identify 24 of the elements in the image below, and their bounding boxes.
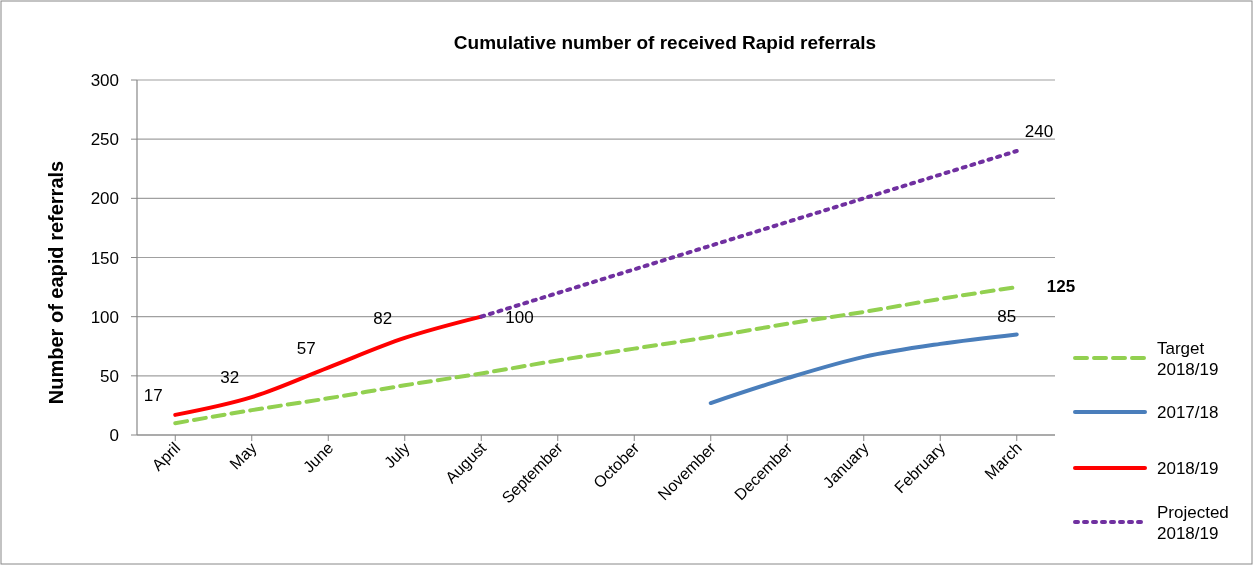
- data-label: 57: [296, 338, 316, 358]
- y-tick-label: 50: [100, 366, 119, 386]
- data-label: 85: [997, 307, 1017, 327]
- data-label: 17: [143, 385, 163, 405]
- x-tick-label: May: [226, 439, 260, 473]
- chart-title: Cumulative number of received Rapid referrals: [453, 32, 877, 53]
- y-tick-label: 0: [109, 426, 119, 445]
- legend-label: Projected 2018/19: [1157, 502, 1229, 543]
- data-label: 32: [220, 368, 240, 388]
- y-tick-label: 200: [90, 189, 119, 209]
- y-tick-label: 100: [90, 307, 119, 327]
- data-label: 82: [373, 308, 393, 328]
- legend-label: 2017/18: [1157, 403, 1219, 422]
- legend-label: 2018/19: [1157, 459, 1219, 478]
- legend-label: Target 2018/19: [1157, 338, 1219, 379]
- data-label: 100: [505, 307, 534, 327]
- line-series: [708, 332, 1019, 406]
- y-tick-label: 300: [90, 71, 119, 90]
- data-label: 125: [1046, 277, 1076, 297]
- x-tick-label: July: [380, 439, 413, 472]
- data-label: 240: [1024, 122, 1054, 141]
- y-axis-title: Number of eapid referrals: [45, 160, 67, 405]
- y-tick-label: 150: [90, 248, 119, 268]
- y-tick-label: 250: [90, 130, 119, 150]
